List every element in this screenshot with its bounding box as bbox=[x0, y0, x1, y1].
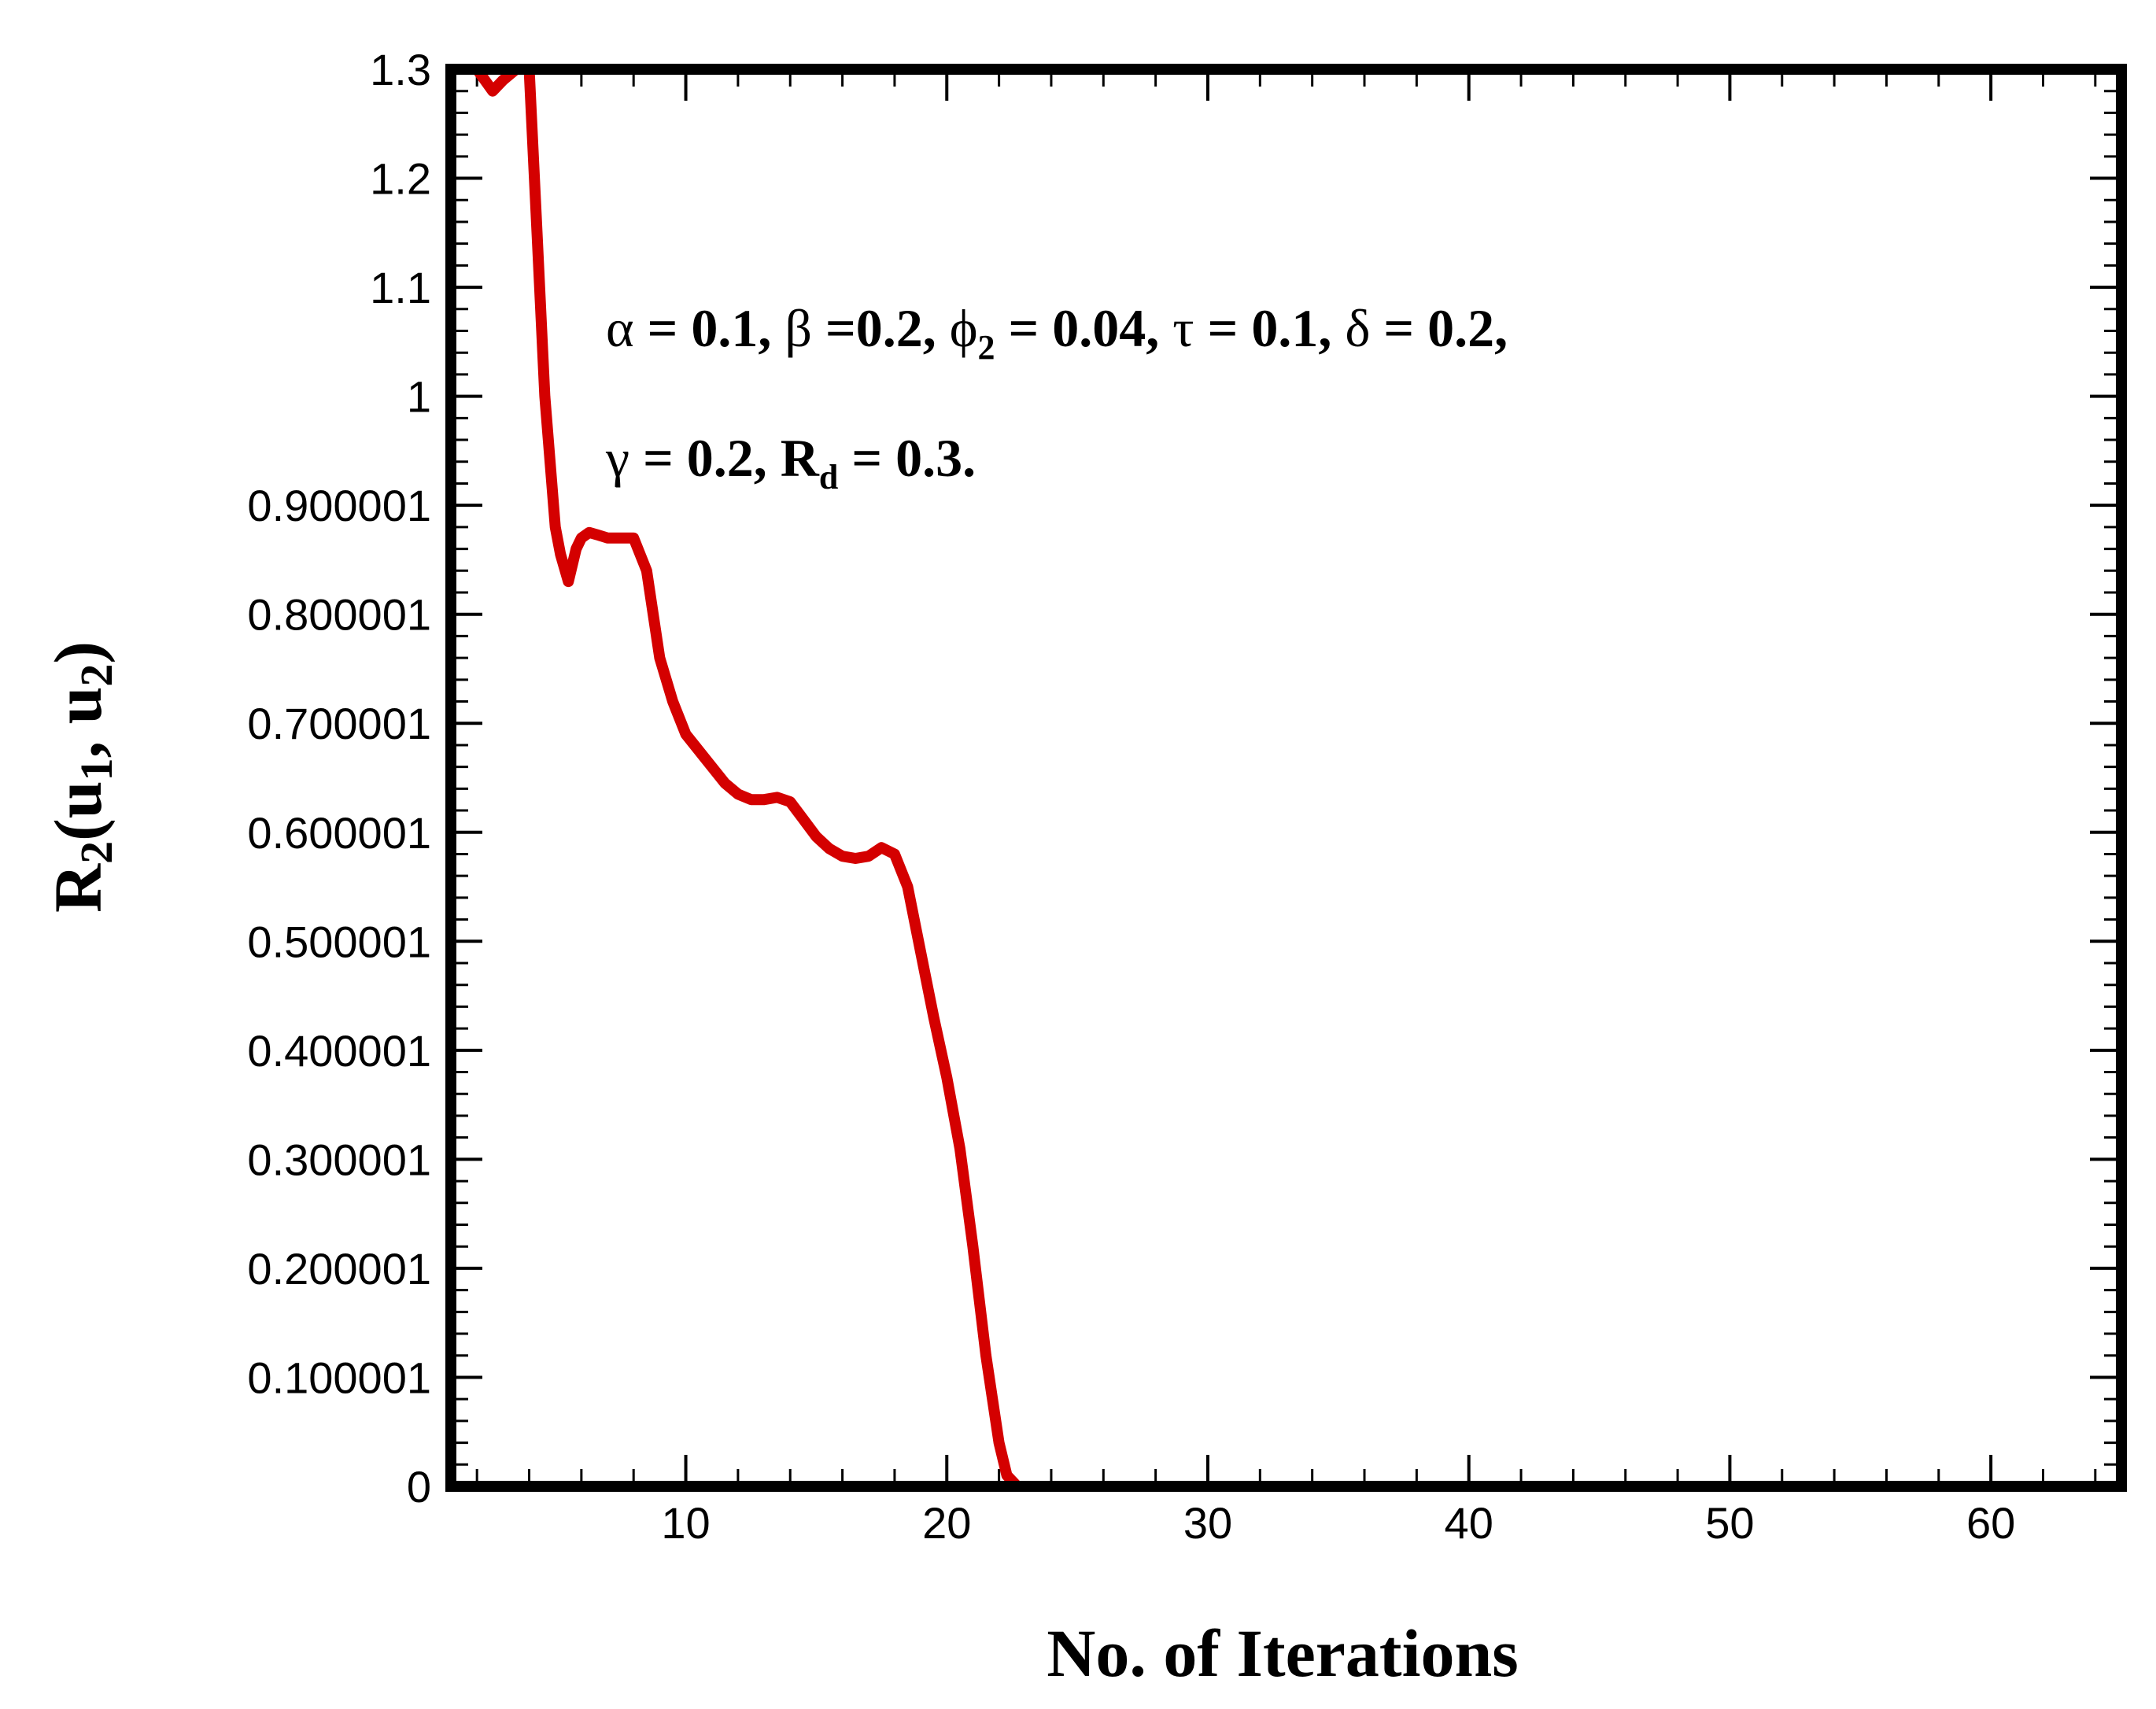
y-tick-label: 1.3 bbox=[370, 45, 431, 94]
annotation-part: γ bbox=[605, 428, 629, 488]
series-layer bbox=[450, 64, 2127, 1492]
y-tick-label: 1 bbox=[407, 372, 431, 422]
annotation-part: β bbox=[785, 298, 812, 358]
annotation-part: = 0.1, bbox=[1194, 298, 1346, 358]
x-tick-label: 20 bbox=[922, 1498, 971, 1548]
x-tick-label: 10 bbox=[661, 1498, 710, 1548]
y-tick-label: 0.500001 bbox=[247, 917, 431, 966]
y-tick-label: 0.600001 bbox=[247, 808, 431, 858]
annotation-line-1: α = 0.1, β =0.2, ϕ2 = 0.04, τ = 0.1, δ =… bbox=[606, 298, 1508, 367]
annotation-line-2: γ = 0.2, Rd = 0.3. bbox=[605, 428, 976, 496]
major-ticks bbox=[451, 68, 2121, 1488]
y-tick-label: 0.300001 bbox=[247, 1135, 431, 1184]
annotation-part: δ bbox=[1345, 298, 1370, 358]
annotation-part: τ bbox=[1172, 298, 1194, 358]
y-axis-title-sub-3: 2 bbox=[71, 664, 122, 687]
y-tick-label: 1.2 bbox=[370, 154, 431, 204]
annotation-part: =0.2, bbox=[812, 298, 950, 358]
y-tick-label: 0 bbox=[407, 1462, 431, 1512]
y-tick-label: 0.900001 bbox=[247, 481, 431, 530]
y-axis-title-close: ) bbox=[40, 641, 116, 664]
annotation-part: = 0.3. bbox=[838, 428, 976, 488]
x-axis-title: No. of Iterations bbox=[1047, 1615, 1519, 1691]
y-tick-label: 0.700001 bbox=[247, 699, 431, 748]
x-tick-label: 40 bbox=[1445, 1498, 1493, 1548]
series-line-1 bbox=[450, 64, 2127, 1492]
x-tick-label: 50 bbox=[1705, 1498, 1754, 1548]
annotation-part: = 0.2, R bbox=[629, 428, 820, 488]
plot-frame bbox=[445, 64, 2127, 1492]
x-tick-label: 30 bbox=[1183, 1498, 1232, 1548]
x-tick-label: 60 bbox=[1966, 1498, 2015, 1548]
y-tick-label: 0.800001 bbox=[247, 590, 431, 640]
x-tick-labels: 10 20 30 40 50 60 bbox=[661, 1498, 2015, 1548]
y-tick-label: 0.400001 bbox=[247, 1026, 431, 1076]
y-axis-title-mid: , u bbox=[40, 687, 116, 759]
y-axis-title-open: (u bbox=[40, 781, 116, 840]
annotation-part: = 0.1, bbox=[634, 298, 785, 358]
annotation-subscript: d bbox=[819, 458, 838, 496]
y-axis-title: R2(u1, u2) bbox=[40, 641, 122, 913]
annotation-part: = 0.04, bbox=[995, 298, 1173, 358]
annotation-part: α bbox=[606, 298, 634, 358]
annotation-part: = 0.2, bbox=[1370, 298, 1508, 358]
y-axis-title-main: R bbox=[40, 863, 116, 913]
minor-ticks bbox=[451, 69, 2121, 1486]
y-tick-labels: 0 0.100001 0.200001 0.300001 0.400001 0.50000… bbox=[247, 45, 431, 1512]
annotation-subscript: 2 bbox=[978, 328, 995, 367]
y-axis-title-sub-1: 2 bbox=[71, 841, 122, 864]
y-axis-title-sub-2: 1 bbox=[71, 758, 122, 781]
annotation-part: ϕ bbox=[950, 298, 978, 358]
y-tick-label: 1.1 bbox=[370, 263, 431, 312]
parameter-annotation: α = 0.1, β =0.2, ϕ2 = 0.04, τ = 0.1, δ =… bbox=[605, 298, 1508, 496]
y-tick-label: 0.200001 bbox=[247, 1244, 431, 1294]
y-tick-label: 0.100001 bbox=[247, 1353, 431, 1402]
